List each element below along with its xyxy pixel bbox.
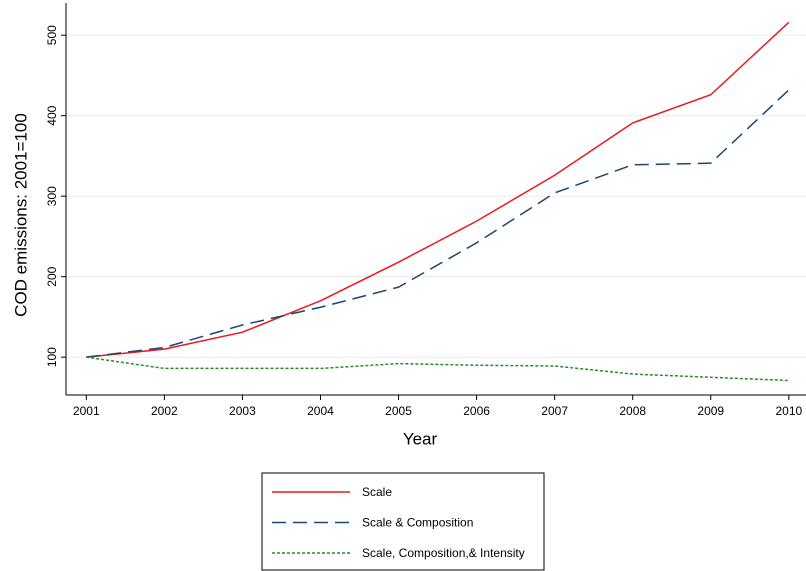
x-tick-label: 2007 [541, 404, 568, 418]
x-tick-label: 2005 [385, 404, 412, 418]
y-tick-label: 300 [45, 186, 59, 206]
y-axis-title: COD emissions: 2001=100 [11, 113, 30, 317]
x-tick-label: 2001 [73, 404, 100, 418]
legend-label: Scale, Composition,& Intensity [362, 546, 525, 560]
y-tick-label: 100 [45, 347, 59, 367]
series-line [86, 21, 790, 358]
x-tick-label: 2010 [775, 404, 802, 418]
x-tick-label: 2002 [151, 404, 178, 418]
x-tick-label: 2009 [697, 404, 724, 418]
series-line [86, 356, 789, 382]
legend-label: Scale [362, 485, 392, 499]
y-tick-label: 500 [45, 25, 59, 45]
series-line [86, 89, 790, 358]
legend-label: Scale & Composition [362, 516, 473, 530]
legend-box [261, 472, 545, 571]
x-tick-label: 2003 [229, 404, 256, 418]
x-tick-label: 2006 [463, 404, 490, 418]
y-tick-label: 200 [45, 266, 59, 286]
x-tick-label: 2004 [307, 404, 334, 418]
x-axis-title: Year [403, 429, 438, 448]
y-tick-label: 400 [45, 105, 59, 125]
x-tick-label: 2008 [619, 404, 646, 418]
